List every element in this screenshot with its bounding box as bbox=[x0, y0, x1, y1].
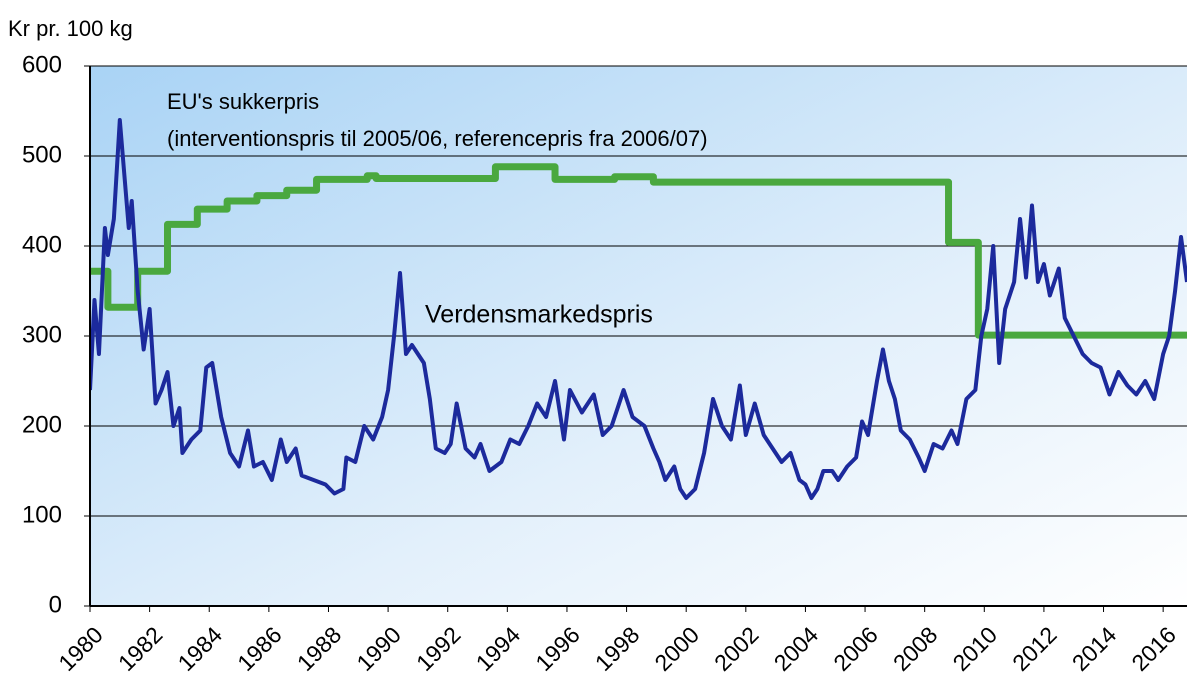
x-tick-label: 1992 bbox=[411, 621, 466, 676]
y-tick-label: 300 bbox=[22, 321, 62, 348]
series-line bbox=[90, 118, 1187, 500]
x-tick-label: 1980 bbox=[53, 621, 108, 676]
x-tick-label: 2010 bbox=[948, 621, 1003, 676]
series-line bbox=[90, 163, 1187, 339]
x-tick-label: 2014 bbox=[1067, 621, 1122, 676]
y-tick-label: 400 bbox=[22, 231, 62, 258]
x-tick-label: 1986 bbox=[232, 621, 287, 676]
x-tick-label: 2016 bbox=[1126, 621, 1181, 676]
y-axis-label: Kr pr. 100 kg bbox=[8, 16, 133, 41]
y-tick-label: 0 bbox=[49, 591, 62, 618]
x-tick-label: 2002 bbox=[709, 621, 764, 676]
x-tick-label: 2004 bbox=[769, 621, 824, 676]
x-tick-label: 2000 bbox=[649, 621, 704, 676]
x-tick-label: 1996 bbox=[530, 621, 585, 676]
y-tick-label: 200 bbox=[22, 411, 62, 438]
annotation: Verdensmarkedspris bbox=[425, 301, 653, 329]
y-tick-label: 100 bbox=[22, 501, 62, 528]
x-tick-label: 2008 bbox=[888, 621, 943, 676]
y-tick-label: 500 bbox=[22, 141, 62, 168]
x-tick-label: 1990 bbox=[351, 621, 406, 676]
x-tick-label: 1994 bbox=[471, 621, 526, 676]
x-tick-label: 1988 bbox=[292, 621, 347, 676]
annotation: EU's sukkerpris bbox=[167, 89, 319, 114]
x-tick-label: 1982 bbox=[113, 621, 168, 676]
x-tick-label: 1998 bbox=[590, 621, 645, 676]
x-tick-label: 2006 bbox=[828, 621, 883, 676]
x-tick-label: 1984 bbox=[173, 621, 228, 676]
lines bbox=[90, 118, 1187, 500]
y-tick-label: 600 bbox=[22, 51, 62, 78]
x-tick-label: 2012 bbox=[1007, 621, 1062, 676]
annotation: (interventionspris til 2005/06, referenc… bbox=[167, 126, 708, 151]
